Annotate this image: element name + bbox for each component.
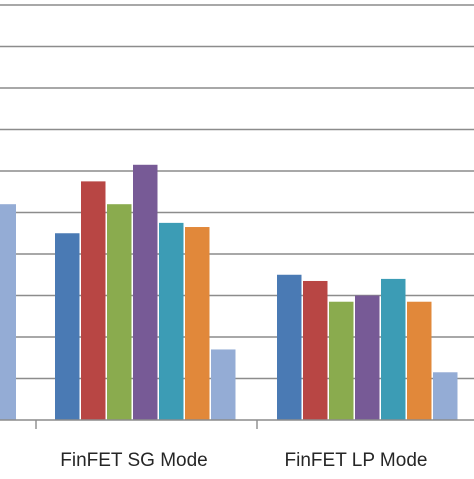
bar [211,349,236,420]
bar [107,204,132,420]
bar [329,301,354,420]
category-label: FinFET LP Mode [285,450,428,471]
category-label: FinFET SG Mode [60,450,207,471]
bar [0,204,16,420]
bar [381,278,406,420]
category-labels: FinFET SG Mode FinFET LP Mode [60,450,427,471]
bar [133,164,158,420]
bar [81,181,106,420]
bar [355,295,380,420]
bar [159,222,184,420]
bars [0,164,458,420]
bar [55,233,80,420]
bar [407,301,432,420]
x-axis [0,419,474,429]
bar [185,227,210,420]
bar [303,280,328,420]
bar [433,372,458,420]
bar [277,274,302,420]
